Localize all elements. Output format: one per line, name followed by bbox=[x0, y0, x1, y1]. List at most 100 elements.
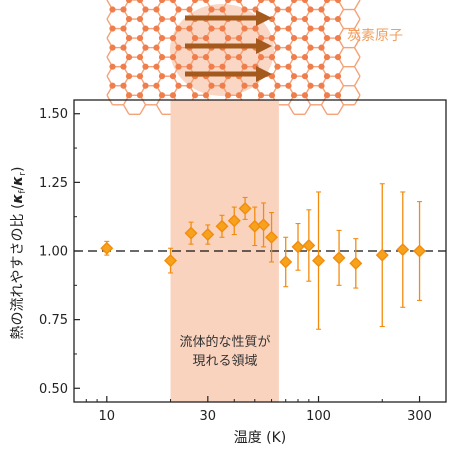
carbon-atom bbox=[301, 0, 309, 4]
carbon-atom bbox=[109, 44, 116, 51]
y-tick-label: 1.50 bbox=[39, 107, 68, 122]
carbon-atom bbox=[285, 25, 292, 32]
carbon-atom bbox=[252, 82, 259, 89]
carbon-atom bbox=[307, 63, 314, 70]
carbon-atom bbox=[186, 6, 193, 13]
y-axis-label-kappa-2: κ bbox=[10, 176, 26, 186]
y-axis-ticks: 0.50 0.75 1.00 1.25 1.50 bbox=[39, 107, 80, 397]
carbon-atom bbox=[257, 35, 265, 42]
data-point bbox=[375, 248, 389, 262]
y-axis-label-sub-2: r bbox=[18, 172, 28, 176]
carbon-atom bbox=[169, 54, 177, 61]
carbon-atom bbox=[274, 44, 281, 51]
carbon-atom bbox=[175, 44, 182, 51]
carbon-atom bbox=[301, 92, 309, 99]
y-axis-label-main: 熱の流れやすさの比 ( bbox=[10, 204, 26, 340]
carbon-atom bbox=[235, 35, 243, 42]
carbon-atom bbox=[268, 54, 276, 61]
carbon-atom bbox=[186, 25, 193, 32]
carbon-atom bbox=[274, 6, 281, 13]
data-point bbox=[164, 254, 178, 268]
x-axis-ticks: 10 30 100 300 bbox=[85, 396, 447, 424]
carbon-atom bbox=[268, 0, 276, 4]
data-point bbox=[201, 228, 215, 242]
lattice-bond bbox=[353, 28, 361, 39]
graphene-illustration: 炭素原子 bbox=[106, 0, 403, 116]
carbon-atom bbox=[142, 25, 149, 32]
y-axis-label: 熱の流れやすさの比 (κf/κr) bbox=[10, 167, 28, 340]
carbon-atom bbox=[318, 25, 325, 32]
carbon-atom bbox=[169, 15, 177, 23]
carbon-atom bbox=[274, 63, 281, 70]
carbon-atom bbox=[334, 35, 342, 42]
data-point bbox=[291, 240, 305, 254]
carbon-atom bbox=[191, 92, 199, 99]
carbon-atom bbox=[175, 6, 182, 13]
carbon-atom bbox=[191, 54, 199, 61]
carbon-atom bbox=[136, 0, 144, 4]
lattice-bond bbox=[353, 0, 361, 10]
carbon-atom bbox=[219, 63, 226, 70]
data-point bbox=[279, 255, 293, 269]
carbon-atom bbox=[120, 6, 127, 13]
data-point bbox=[100, 241, 114, 255]
x-axis-label: 温度 (K) bbox=[234, 430, 287, 446]
carbon-atom bbox=[290, 92, 298, 99]
data-point bbox=[265, 230, 279, 244]
arrow-head bbox=[256, 66, 272, 82]
y-axis-label-close: ) bbox=[10, 167, 26, 172]
data-point bbox=[302, 239, 316, 252]
lattice-bond bbox=[320, 104, 328, 115]
carbon-atom bbox=[257, 0, 265, 4]
carbon-atom bbox=[241, 63, 248, 70]
carbon-atom bbox=[241, 6, 248, 13]
carbon-atom bbox=[323, 0, 331, 4]
carbon-atom bbox=[285, 63, 292, 70]
carbon-atom bbox=[290, 54, 298, 61]
carbon-atom bbox=[158, 35, 166, 42]
carbon-atom bbox=[208, 25, 215, 32]
carbon-atom bbox=[202, 35, 210, 42]
data-point bbox=[332, 251, 346, 265]
data-point bbox=[312, 254, 326, 268]
carbon-atom bbox=[142, 44, 149, 51]
x-tick-label: 30 bbox=[200, 409, 217, 424]
data-point bbox=[349, 256, 363, 270]
carbon-atom bbox=[153, 6, 160, 13]
carbon-atom bbox=[191, 0, 199, 4]
lattice-bond bbox=[353, 47, 361, 58]
carbon-atom bbox=[136, 73, 144, 80]
carbon-atom bbox=[241, 25, 248, 32]
carbon-atom bbox=[186, 82, 193, 89]
lattice-bond bbox=[353, 85, 361, 96]
chart: 流体的な性質が 現れる領域 10 30 100 300 0.50 0.75 1.00 1.2… bbox=[10, 99, 447, 446]
carbon-atom bbox=[334, 73, 342, 80]
carbon-atom bbox=[257, 54, 265, 61]
y-tick-label: 1.00 bbox=[39, 245, 68, 260]
data-point bbox=[227, 214, 241, 228]
x-tick-label: 100 bbox=[306, 409, 331, 424]
carbon-atom bbox=[125, 0, 133, 4]
carbon-atom bbox=[252, 25, 259, 32]
carbon-atom bbox=[120, 63, 127, 70]
annotation-line-2: 現れる領域 bbox=[192, 353, 257, 369]
carbon-atom bbox=[109, 25, 116, 32]
y-axis-label-sub-1: f bbox=[18, 190, 28, 194]
lattice-bond bbox=[353, 66, 361, 77]
carbon-atom bbox=[334, 54, 342, 61]
carbon-atom bbox=[235, 54, 243, 61]
data-point bbox=[215, 219, 229, 233]
carbon-atom bbox=[125, 92, 133, 99]
carbon-atom bbox=[109, 82, 116, 89]
lattice-bond bbox=[353, 75, 361, 87]
carbon-atom bbox=[136, 54, 144, 61]
carbon-atom bbox=[120, 82, 127, 89]
carbon-atom bbox=[125, 73, 133, 80]
carbon-atom bbox=[153, 44, 160, 51]
data-point bbox=[396, 243, 410, 257]
x-tick-label: 300 bbox=[407, 409, 432, 424]
carbon-atom bbox=[153, 82, 160, 89]
carbon-atom bbox=[268, 35, 276, 42]
y-axis-label-slash: / bbox=[10, 185, 26, 190]
